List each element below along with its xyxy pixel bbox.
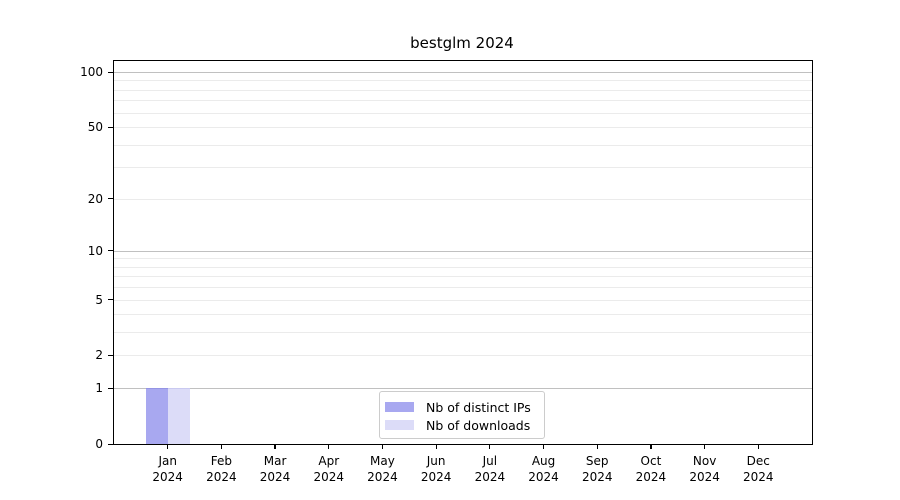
y-tick-mark: [108, 443, 114, 445]
y-tick-label: 2: [95, 348, 103, 363]
gridline-minor: [114, 355, 812, 357]
x-tick-label: Jun 2024: [420, 454, 452, 484]
x-tick-mark: [489, 444, 491, 449]
x-tick-mark: [167, 444, 169, 449]
gridline-minor: [114, 144, 812, 146]
x-tick-mark: [220, 444, 222, 449]
x-tick-label: Jan 2024: [152, 454, 183, 484]
legend-item-downloads: Nb of downloads: [385, 416, 536, 434]
gridline-minor: [114, 167, 812, 169]
x-tick-mark: [274, 444, 276, 449]
x-tick-label: Apr 2024: [313, 454, 345, 484]
x-tick-mark: [757, 444, 759, 449]
gridline-minor: [114, 89, 812, 91]
plot-area: Nb of distinct IPs Nb of downloads 0 1 2 5 1…: [80, 60, 813, 484]
x-tick-label: May 2024: [367, 454, 398, 484]
y-tick-mark: [108, 354, 114, 357]
x-tick-mark: [435, 444, 437, 449]
gridline-minor: [114, 258, 812, 260]
x-tick-mark: [650, 444, 652, 449]
x-tick-mark: [328, 444, 330, 449]
legend-swatch-distinct-ips: [385, 402, 414, 412]
gridline-major: [114, 388, 812, 390]
gridline-minor: [114, 287, 812, 289]
gridline-minor: [114, 276, 812, 278]
y-tick-label: 0: [95, 437, 103, 451]
y-tick-label: 50: [87, 120, 103, 135]
bar-downloads: [167, 388, 190, 444]
gridline-minor: [114, 198, 812, 200]
gridline-major: [114, 250, 812, 252]
legend: Nb of distinct IPs Nb of downloads: [379, 391, 545, 439]
y-tick-label: 10: [87, 243, 103, 258]
x-tick-label: Nov 2024: [689, 454, 720, 484]
gridline-minor: [114, 266, 812, 268]
y-tick-label: 5: [95, 292, 103, 307]
gridline-minor: [114, 314, 812, 316]
y-tick-label: 100: [80, 65, 103, 79]
x-tick-mark: [704, 444, 706, 449]
x-tick-mark: [381, 444, 384, 449]
y-tick-mark: [108, 198, 114, 200]
y-tick-mark: [108, 126, 114, 128]
y-tick-mark: [108, 71, 114, 73]
gridline-minor: [114, 80, 812, 82]
y-tick-label: 20: [87, 191, 103, 206]
x-tick-label: Aug 2024: [528, 454, 559, 484]
bar-distinct-ips: [145, 388, 168, 444]
gridline-minor: [114, 127, 812, 129]
legend-label-distinct-ips: Nb of distinct IPs: [426, 399, 531, 415]
legend-swatch-downloads: [385, 420, 414, 430]
gridline-major: [114, 72, 812, 73]
gridline-minor: [114, 100, 812, 102]
y-tick-label: 1: [95, 381, 103, 396]
x-tick-mark: [596, 444, 598, 449]
legend-label-downloads: Nb of downloads: [426, 417, 531, 433]
x-tick-label: Jul 2024: [474, 454, 506, 484]
gridline-minor: [114, 332, 812, 334]
x-tick-label: Oct 2024: [635, 454, 667, 484]
gridline-minor: [114, 299, 812, 301]
x-tick-label: Dec 2024: [743, 454, 774, 484]
x-tick-mark: [542, 444, 545, 449]
x-tick-label: Feb 2024: [206, 454, 237, 484]
y-tick-mark: [108, 299, 114, 301]
legend-item-distinct-ips: Nb of distinct IPs: [385, 398, 536, 416]
x-tick-label: Mar 2024: [259, 454, 291, 484]
gridline-minor: [114, 112, 812, 114]
chart-title: bestglm 2024: [410, 34, 514, 52]
x-tick-label: Sep 2024: [581, 454, 613, 484]
y-tick-mark: [108, 387, 114, 389]
y-tick-mark: [108, 250, 114, 252]
